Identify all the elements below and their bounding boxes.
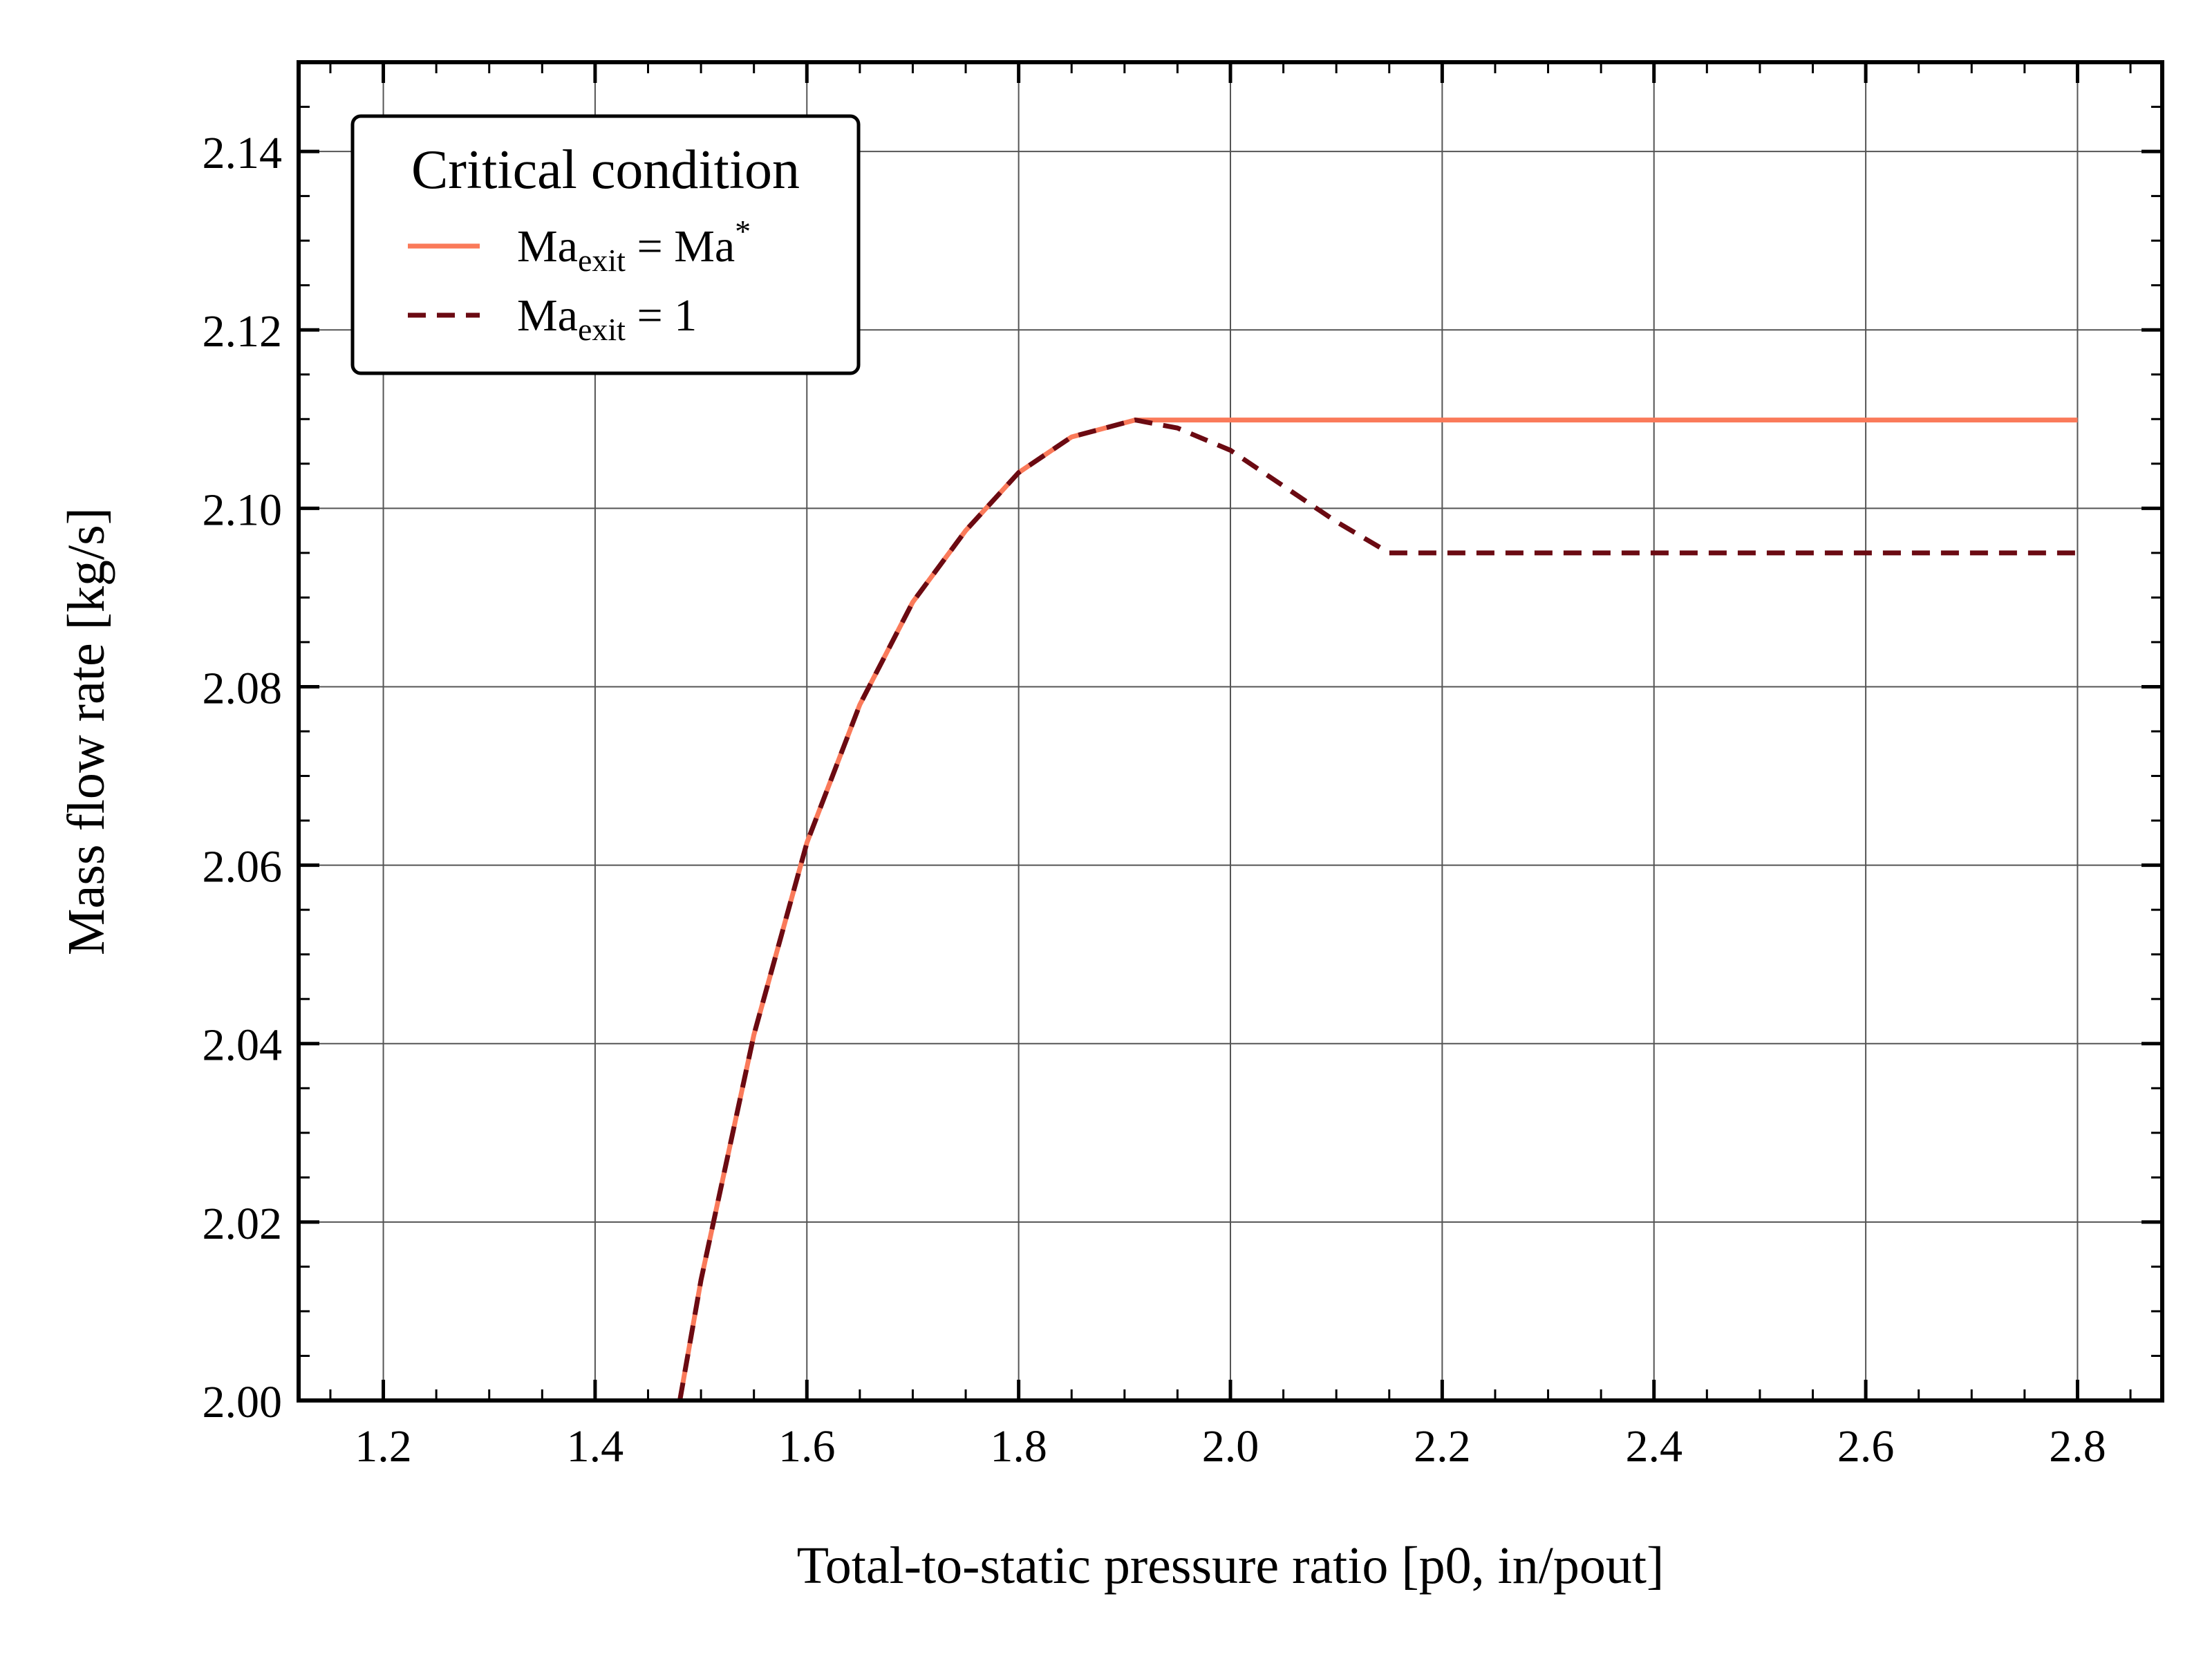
y-tick-label: 2.14 bbox=[203, 128, 283, 178]
x-tick-label: 2.8 bbox=[2049, 1421, 2106, 1472]
series-line-ma-one bbox=[677, 418, 2078, 1401]
legend-label-ma-star: Maexit = Ma* bbox=[517, 214, 751, 278]
x-tick-label: 1.6 bbox=[778, 1421, 836, 1472]
legend-title: Critical condition bbox=[411, 140, 800, 200]
x-tick-label: 2.4 bbox=[1625, 1421, 1683, 1472]
x-tick-label: 2.6 bbox=[1837, 1421, 1895, 1472]
legend: Critical condition Maexit = Ma* Maexit =… bbox=[350, 114, 861, 375]
y-tick-label: 2.00 bbox=[203, 1377, 283, 1427]
y-tick-label: 2.12 bbox=[203, 306, 283, 357]
x-tick-label: 1.4 bbox=[567, 1421, 624, 1472]
y-axis-title: Mass flow rate [kg/s] bbox=[57, 507, 115, 955]
grid bbox=[299, 62, 2162, 1401]
x-tick-label: 2.0 bbox=[1202, 1421, 1259, 1472]
x-tick-label: 1.2 bbox=[355, 1421, 412, 1472]
y-tick-label: 2.10 bbox=[203, 485, 283, 535]
y-tick-label: 2.08 bbox=[203, 663, 283, 713]
x-tick-label: 2.2 bbox=[1414, 1421, 1471, 1472]
y-tick-label: 2.06 bbox=[203, 842, 283, 892]
tick-labels: 1.2 1.4 1.6 1.8 2.0 2.2 2.4 2.6 2.8 2.00 2.02 2.04 2… bbox=[203, 128, 2106, 1472]
legend-label-ma-one: Maexit = 1 bbox=[517, 290, 697, 347]
x-tick-label: 1.8 bbox=[990, 1421, 1047, 1472]
legend-box bbox=[350, 114, 861, 375]
series-lines bbox=[677, 418, 2078, 1401]
y-tick-label: 2.02 bbox=[203, 1199, 283, 1249]
plot-frame bbox=[297, 60, 2164, 1403]
y-tick-label: 2.04 bbox=[203, 1020, 283, 1071]
x-axis-title: Total-to-static pressure ratio [p0, in/p… bbox=[797, 1537, 1665, 1595]
